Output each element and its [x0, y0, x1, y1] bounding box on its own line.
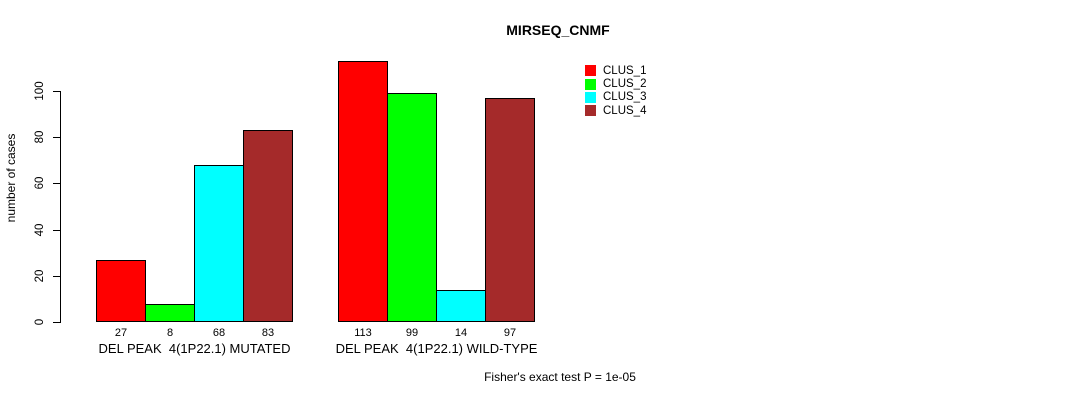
- bar-clus_1-group2: [338, 61, 388, 322]
- legend: CLUS_1 CLUS_2 CLUS_3 CLUS_4: [585, 64, 646, 118]
- bar-value-label: 83: [261, 327, 275, 339]
- y-axis-line: [60, 91, 61, 323]
- y-axis-tick-label: 100: [34, 81, 46, 101]
- bar-value-label: 8: [166, 327, 174, 339]
- bar-value-label: 99: [405, 327, 419, 339]
- y-axis-tick: [53, 322, 60, 323]
- y-axis-title: number of cases: [4, 133, 18, 223]
- legend-swatch: [585, 105, 596, 117]
- legend-label: CLUS_1: [603, 64, 647, 77]
- bar-clus_4-group1: [243, 130, 293, 322]
- y-axis-tick-label: 20: [34, 269, 46, 283]
- bar-clus_4-group2: [485, 98, 535, 322]
- legend-label: CLUS_4: [603, 104, 647, 117]
- stat-test-annotation: Fisher's exact test P = 1e-05: [484, 370, 636, 384]
- legend-item-clus_2: CLUS_2: [585, 77, 646, 90]
- y-axis-tick: [53, 137, 60, 139]
- bar-clus_3-group1: [194, 165, 244, 322]
- bar-value-label: 68: [212, 327, 226, 339]
- y-axis-tick-label: 0: [34, 318, 46, 326]
- x-category-label: DEL PEAK 4(1P22.1) MUTATED: [98, 341, 291, 356]
- y-axis-tick-label: 60: [34, 176, 46, 190]
- bar-value-label: 97: [503, 327, 517, 339]
- y-axis-tick-label: 40: [34, 223, 46, 236]
- y-axis-tick: [53, 183, 60, 185]
- bar-value-label: 14: [454, 327, 468, 339]
- legend-item-clus_1: CLUS_1: [585, 64, 646, 77]
- chart-title: MIRSEQ_CNMF: [506, 22, 610, 38]
- y-axis-tick: [53, 275, 60, 277]
- y-axis-tick-label: 80: [34, 130, 46, 144]
- y-axis-tick: [53, 229, 60, 231]
- legend-swatch: [585, 65, 596, 77]
- bar-value-label: 27: [114, 327, 128, 339]
- legend-label: CLUS_3: [603, 91, 647, 104]
- bar-clus_2-group2: [387, 93, 437, 322]
- legend-swatch: [585, 78, 596, 90]
- legend-label: CLUS_2: [603, 78, 647, 91]
- bar-clus_2-group1: [145, 304, 195, 322]
- bar-clus_3-group2: [436, 290, 486, 322]
- x-category-label: DEL PEAK 4(1P22.1) WILD-TYPE: [335, 341, 538, 356]
- y-axis-tick: [53, 91, 60, 92]
- legend-swatch: [585, 91, 596, 103]
- legend-item-clus_3: CLUS_3: [585, 91, 646, 104]
- legend-item-clus_4: CLUS_4: [585, 104, 646, 117]
- bar-value-label: 113: [354, 327, 372, 339]
- bar-clus_1-group1: [96, 260, 146, 322]
